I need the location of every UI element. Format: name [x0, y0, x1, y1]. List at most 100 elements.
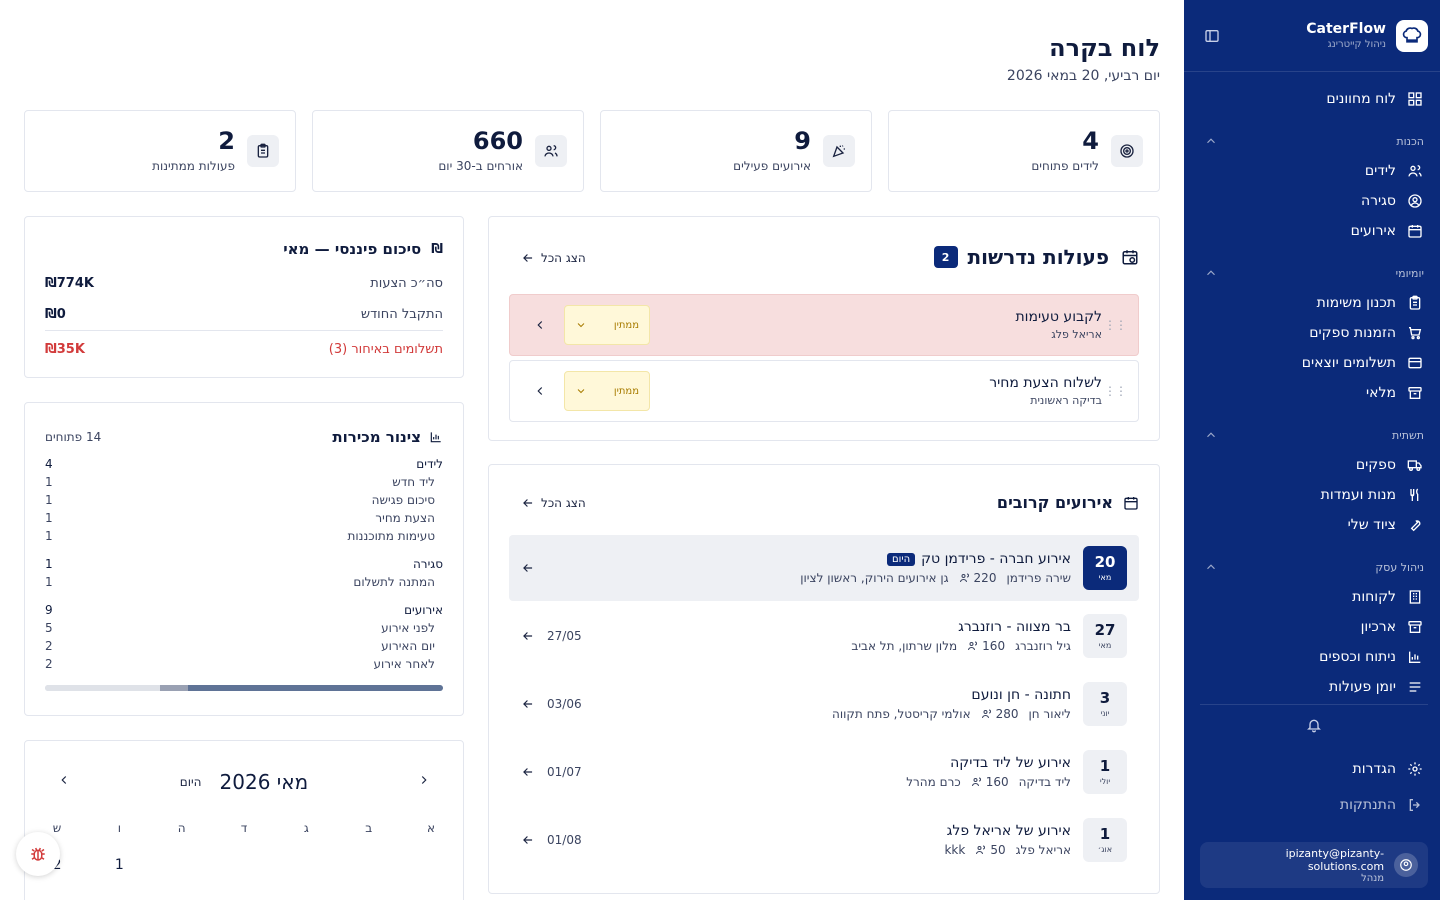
chevron-left-icon[interactable] — [526, 384, 554, 398]
calendar-day[interactable] — [359, 857, 379, 873]
calendar-day[interactable] — [234, 857, 254, 873]
sidebar-toggle-icon[interactable] — [1200, 24, 1224, 48]
sidebar-item-closing[interactable]: סגירה — [1200, 186, 1428, 216]
event-title: אירוע חברה - פרידמן טק — [921, 551, 1071, 567]
sidebar-header: CaterFlow ניהול קייטרינג — [1184, 0, 1440, 72]
notifications-button[interactable] — [1200, 704, 1428, 744]
calendar-day[interactable] — [421, 857, 441, 873]
event-day: 20 — [1094, 552, 1116, 571]
task-row[interactable]: ⋮⋮ לקבוע טעימות אריאל פלג ממתין — [509, 294, 1139, 356]
show-all-link[interactable]: הצג הכל — [521, 496, 586, 510]
event-month: יולי — [1099, 776, 1111, 786]
chevron-left-icon[interactable] — [57, 773, 71, 791]
clipboard-icon — [247, 135, 279, 167]
stage-label: הצעת מחיר — [375, 511, 435, 525]
sidebar-item-analytics[interactable]: ניתוח וכספים — [1200, 642, 1428, 672]
event-row[interactable]: 27 מאי בר מצווה - רוזנברג גיל רוזנברג 16… — [509, 603, 1139, 669]
sidebar-item-settings[interactable]: הגדרות — [1200, 754, 1428, 784]
users-icon — [971, 777, 981, 787]
event-date: 03/06 — [547, 697, 582, 711]
sidebar-section-daily[interactable]: יומיומי — [1200, 258, 1428, 288]
event-guests: 280 — [995, 707, 1019, 721]
chevron-right-icon[interactable] — [417, 773, 431, 791]
user-card[interactable]: ipizanty@pizanty-solutions.com מנהל — [1200, 842, 1428, 888]
status-select[interactable]: ממתין — [564, 305, 650, 345]
arrow-left-icon[interactable] — [521, 765, 535, 779]
card-header: אירועים קרובים — [997, 493, 1139, 512]
weekday-label: ה — [177, 821, 186, 835]
stat-value: 9 — [794, 127, 811, 155]
show-all-link[interactable]: הצג הכל — [521, 251, 586, 265]
wrench-icon — [1406, 516, 1424, 534]
sidebar-section-infra[interactable]: תשתית — [1200, 420, 1428, 450]
event-row[interactable]: 1 יולי אירוע של ליד בדיקה ליד בדיקה 160 … — [509, 739, 1139, 805]
event-row[interactable]: 20 מאי אירוע חברה - פרידמן טק היום שירה פ… — [509, 535, 1139, 601]
progress-segment-closing — [160, 685, 189, 691]
status-value: ממתין — [613, 319, 639, 331]
calendar-day[interactable] — [296, 857, 316, 873]
pipeline-progress-bar — [45, 685, 443, 691]
arrow-left-icon[interactable] — [521, 629, 535, 643]
brand-subtitle: ניהול קייטרינג — [1327, 39, 1386, 50]
event-month: מאי — [1098, 572, 1112, 582]
sidebar-item-activity-log[interactable]: יומן פעולות — [1200, 672, 1428, 696]
sidebar-item-inventory[interactable]: מלאי — [1200, 378, 1428, 408]
finance-label: סה״כ הצעות — [370, 275, 443, 291]
sidebar-item-suppliers[interactable]: ספקים — [1200, 450, 1428, 480]
status-select[interactable]: ממתין — [564, 371, 650, 411]
sidebar-section-business[interactable]: ניהול עסק — [1200, 552, 1428, 582]
group-count: 4 — [45, 457, 53, 471]
pipeline-stage: טעימות מתוכננות 1 — [45, 527, 443, 545]
chevron-up-icon — [1207, 564, 1215, 570]
arrow-left-icon[interactable] — [521, 833, 535, 847]
sidebar-item-task-planning[interactable]: תכנון משימות — [1200, 288, 1428, 318]
calendar-today-button[interactable]: היום — [179, 775, 202, 789]
task-subtitle: אריאל פלג — [1051, 328, 1102, 341]
stat-card-guests[interactable]: 660 אורחים ב-30 יום — [312, 110, 584, 192]
sidebar-item-my-equipment[interactable]: ציוד שלי — [1200, 510, 1428, 540]
event-date-box: 1 אוג׳ — [1083, 818, 1127, 862]
bar-chart-icon — [1406, 648, 1424, 666]
chevron-left-icon[interactable] — [526, 318, 554, 332]
calendar-day[interactable] — [172, 857, 192, 873]
sidebar-nav: לוח מחוונים הכנות לידים סגירה אירועים יו… — [1184, 72, 1440, 696]
event-day: 27 — [1094, 620, 1116, 639]
calendar-month-title: מאי 2026 — [219, 770, 309, 794]
bug-report-button[interactable] — [16, 832, 60, 876]
sidebar-item-customers[interactable]: לקוחות — [1200, 582, 1428, 612]
event-date: 27/05 — [547, 629, 582, 643]
users-icon — [981, 709, 991, 719]
sidebar-item-dashboard[interactable]: לוח מחוונים — [1200, 84, 1428, 114]
sidebar-section-prep[interactable]: הכנות — [1200, 126, 1428, 156]
card-title: פעולות נדרשות — [967, 245, 1109, 269]
bell-icon — [1307, 719, 1321, 732]
users-icon — [968, 641, 978, 651]
drag-handle-icon[interactable]: ⋮⋮ — [1104, 384, 1127, 398]
pipeline-stage: ליד חדש 1 — [45, 473, 443, 491]
sidebar-item-leads[interactable]: לידים — [1200, 156, 1428, 186]
sidebar-item-supplier-orders[interactable]: הזמנות ספקים — [1200, 318, 1428, 348]
arrow-left-icon[interactable] — [521, 697, 535, 711]
task-row[interactable]: ⋮⋮ לשלוח הצעת מחיר בדיקה ראשונית ממתין — [509, 360, 1139, 422]
event-row[interactable]: 1 אוג׳ אירוע של אריאל פלג אריאל פלג 50 k… — [509, 807, 1139, 873]
user-avatar-icon — [1394, 853, 1418, 877]
finance-row-overdue[interactable]: תשלומים באיחור (3) ₪35K — [45, 333, 443, 365]
arrow-left-icon[interactable] — [521, 561, 535, 575]
sidebar-item-label: הגדרות — [1352, 761, 1396, 777]
stat-card-pending-actions[interactable]: 2 פעולות ממתינות — [24, 110, 296, 192]
sidebar-item-archive[interactable]: ארכיון — [1200, 612, 1428, 642]
upcoming-events-card: אירועים קרובים הצג הכל 20 מאי אירוע חברה… — [488, 464, 1160, 894]
sidebar-item-label: לקוחות — [1352, 589, 1396, 605]
sidebar-item-outgoing-payments[interactable]: תשלומים יוצאים — [1200, 348, 1428, 378]
logout-button[interactable]: התנתקות — [1200, 790, 1428, 820]
stat-card-active-events[interactable]: 9 אירועים פעילים — [600, 110, 872, 192]
sidebar-item-events[interactable]: אירועים — [1200, 216, 1428, 246]
sidebar-item-dishes[interactable]: מנות ועמדות — [1200, 480, 1428, 510]
group-name: אירועים — [404, 603, 443, 617]
brand-name: CaterFlow — [1306, 21, 1386, 37]
stat-card-open-leads[interactable]: 4 לידים פתוחים — [888, 110, 1160, 192]
calendar-day[interactable]: 1 — [114, 857, 124, 873]
event-row[interactable]: 3 יוני חתונה - חן ונועם ליאור חן 280 אול… — [509, 671, 1139, 737]
weekday-label: ד — [240, 821, 248, 835]
drag-handle-icon[interactable]: ⋮⋮ — [1104, 318, 1127, 332]
